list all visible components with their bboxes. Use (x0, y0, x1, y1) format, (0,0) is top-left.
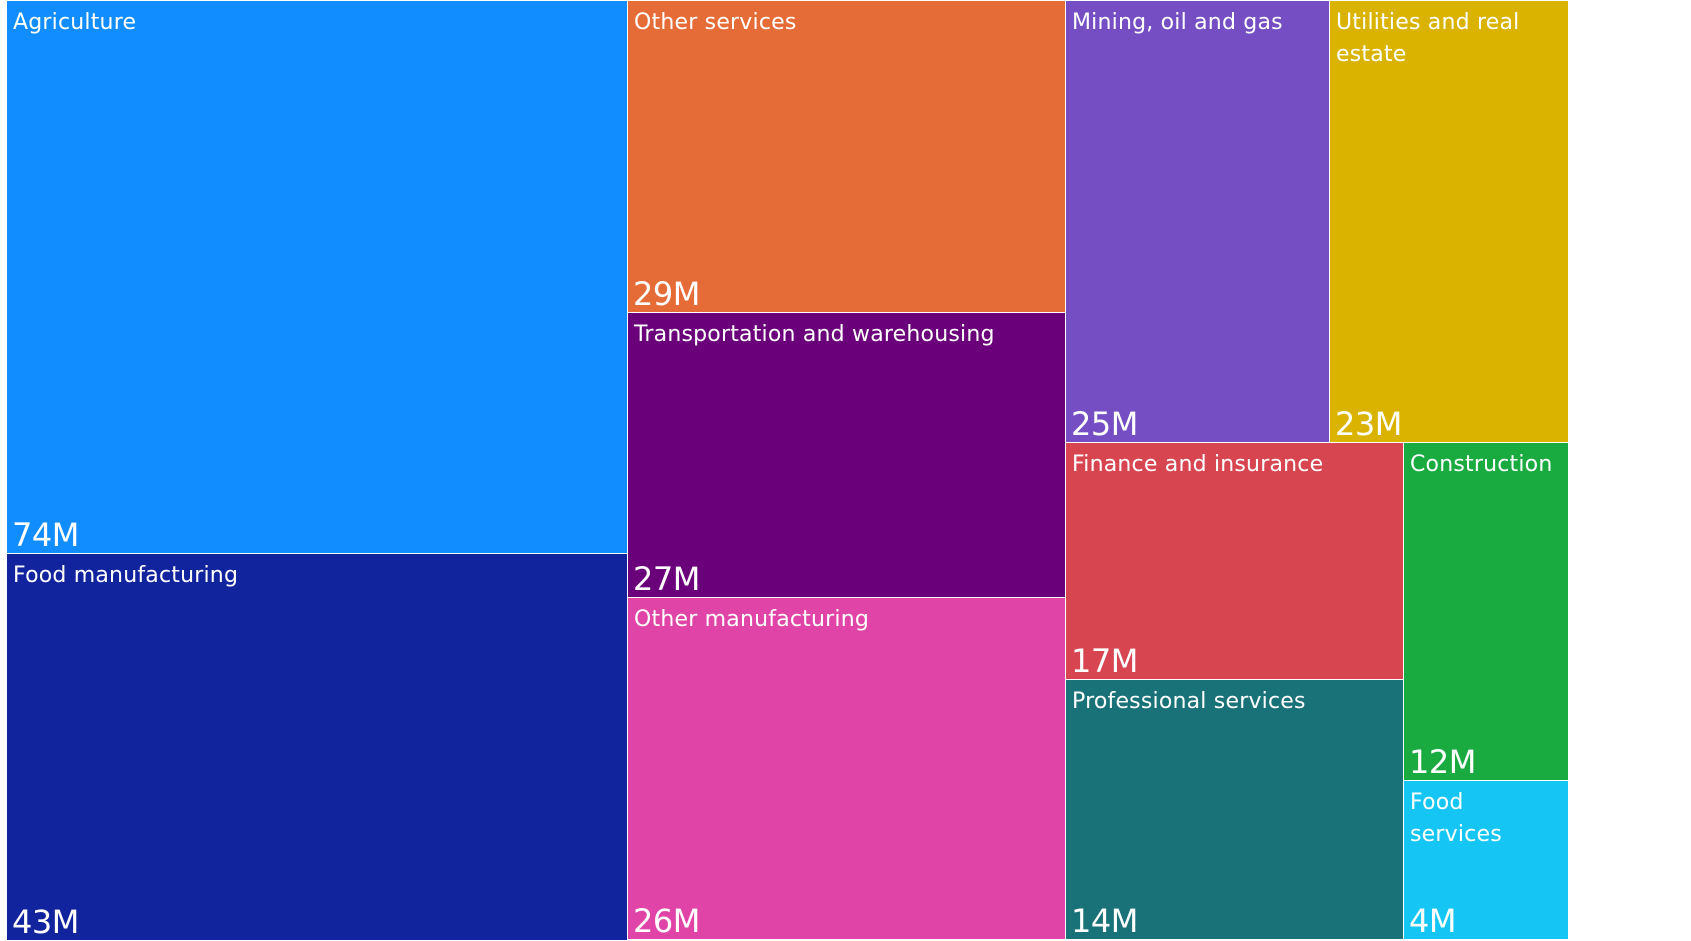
tile-label: Mining, oil and gas (1072, 10, 1283, 35)
treemap-tile-food-services[interactable]: Food services 4M (1403, 780, 1569, 940)
tile-label: Utilities and real estate (1336, 10, 1520, 67)
tile-label: Other services (634, 10, 797, 35)
treemap-chart: Agriculture 74M Food manufacturing 43M Other… (6, 0, 1691, 941)
treemap-tile-agriculture[interactable]: Agriculture 74M (6, 0, 633, 554)
tile-value: 26M (633, 902, 700, 940)
tile-value: 29M (633, 275, 700, 313)
treemap-tile-finance-and-insurance[interactable]: Finance and insurance 17M (1065, 442, 1405, 680)
treemap-tile-mining-oil-and-gas[interactable]: Mining, oil and gas 25M (1065, 0, 1331, 443)
tile-label: Agriculture (13, 10, 137, 35)
treemap-tile-construction[interactable]: Construction 12M (1403, 442, 1569, 781)
treemap-tile-transportation-and-warehousing[interactable]: Transportation and warehousing 27M (627, 312, 1066, 598)
treemap-tile-other-services[interactable]: Other services 29M (627, 0, 1066, 313)
tile-label: Other manufacturing (634, 607, 870, 632)
treemap-tile-utilities-and-real-estate[interactable]: Utilities and real estate 23M (1329, 0, 1569, 443)
tile-value: 74M (12, 516, 79, 554)
tile-value: 43M (12, 903, 79, 941)
treemap-tile-other-manufacturing[interactable]: Other manufacturing 26M (627, 597, 1066, 940)
tile-value: 23M (1335, 405, 1402, 443)
tile-value: 14M (1071, 902, 1138, 940)
tile-label: Finance and insurance (1072, 452, 1324, 477)
tile-value: 4M (1409, 902, 1456, 940)
tile-label: Food services (1410, 790, 1502, 847)
tile-value: 27M (633, 560, 700, 598)
treemap-tile-professional-services[interactable]: Professional services 14M (1065, 679, 1405, 940)
tile-value: 25M (1071, 405, 1138, 443)
tile-label: Professional services (1072, 689, 1306, 714)
treemap-tile-food-manufacturing[interactable]: Food manufacturing 43M (6, 553, 633, 941)
tile-label: Food manufacturing (13, 563, 239, 588)
tile-value: 12M (1409, 743, 1476, 781)
tile-label: Construction (1410, 452, 1553, 477)
tile-value: 17M (1071, 642, 1138, 680)
tile-label: Transportation and warehousing (634, 322, 995, 347)
